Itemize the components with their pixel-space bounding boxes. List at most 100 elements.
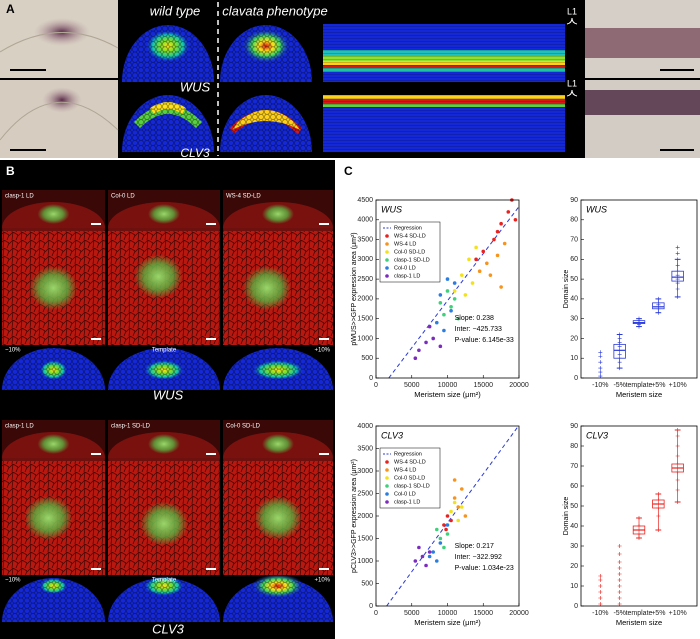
legend-label: clasp-1 LD (394, 273, 420, 279)
x-tick-label: -10% (592, 382, 608, 389)
box (613, 343, 626, 359)
point (598, 366, 603, 371)
legend-swatch (385, 258, 389, 262)
legend-swatch (385, 250, 389, 254)
annotation: P-value: 6.145e-33 (455, 337, 514, 344)
y-tick-label: 40 (570, 523, 578, 530)
point (420, 554, 425, 559)
legend-swatch (385, 492, 389, 496)
y-axis-label: Domain size (563, 497, 570, 536)
y-tick-label: 80 (570, 443, 578, 450)
point (495, 229, 500, 234)
y-tick-label: 3000 (357, 256, 373, 263)
column-label: clasp-1 SD-LD (111, 424, 151, 430)
point (445, 523, 450, 527)
legend-swatch (385, 274, 389, 278)
point (617, 566, 622, 570)
legend-swatch (385, 460, 389, 464)
x-tick-label: +5% (651, 610, 665, 617)
y-tick-label: 30 (570, 316, 578, 323)
point (598, 370, 603, 375)
cell-texture (223, 348, 333, 390)
regression-line (386, 425, 519, 607)
y-tick-label: 3000 (357, 468, 373, 475)
y-tick-label: 0 (369, 603, 373, 610)
y-tick-label: 20 (570, 335, 578, 342)
point (598, 584, 603, 588)
y-axis-label: Domain size (563, 270, 570, 309)
chart-title: WUS (381, 204, 402, 214)
y-tick-label: 4000 (357, 217, 373, 224)
gfp-signal (254, 496, 302, 540)
point (675, 273, 680, 278)
y-tick-label: 10 (570, 355, 578, 362)
legend-label: Col-0 SD-LD (394, 475, 425, 481)
point (617, 572, 622, 576)
model-domes-a (122, 2, 578, 156)
point (598, 374, 603, 379)
legend-label: clasp-1 SD-LD (394, 257, 430, 263)
x-tick-label: 10000 (438, 610, 458, 617)
model-label: −10% (5, 348, 21, 354)
y-tick-label: 0 (369, 375, 373, 382)
chart-title: CLV3 (586, 430, 608, 440)
point (434, 527, 439, 532)
point (452, 289, 457, 293)
point (499, 285, 503, 289)
y-tick-label: 2500 (357, 490, 373, 497)
y-axis-label: pWUS>>GFP expression area (μm²) (351, 232, 358, 345)
gene-label: WUS (180, 79, 211, 94)
gfp-signal (29, 266, 78, 310)
gfp-signal (24, 496, 73, 540)
legend-swatch (385, 242, 389, 246)
y-tick-label: 1500 (357, 535, 373, 542)
y-tick-label: 3500 (357, 236, 373, 243)
x-tick-label: 5000 (404, 610, 420, 617)
cell-texture (2, 578, 105, 622)
x-axis-label: Meristem size (616, 618, 662, 627)
x-tick-label: +5% (651, 382, 665, 389)
point (449, 308, 453, 313)
gene-label: CLV3 (180, 146, 210, 160)
panel-b-images: clasp-1 LD −10% Col-0 LD Template WS-4 SD-LD… (2, 190, 333, 622)
column-label: Col-0 SD-LD (226, 424, 261, 430)
legend-label: Col-0 SD-LD (394, 249, 425, 255)
legend-swatch (385, 266, 389, 270)
x-tick-label: 0 (374, 382, 378, 389)
legend-label: Col-0 LD (394, 491, 416, 497)
gfp-signal (262, 204, 294, 224)
point (598, 578, 603, 582)
y-tick-label: 1000 (357, 335, 373, 342)
point (492, 237, 496, 242)
point (427, 324, 432, 329)
x-tick-label: -5% (613, 610, 625, 617)
cell-texture (223, 578, 333, 622)
point (617, 590, 622, 594)
point (424, 340, 428, 345)
plot-frame (580, 425, 698, 607)
x-tick-label: 20000 (509, 610, 529, 617)
x-tick-label: 5000 (404, 382, 420, 389)
model-label: Template (152, 578, 177, 584)
annotation: Inter: −425.733 (455, 326, 502, 333)
point (445, 277, 450, 281)
charts: 0 5000 10000 15000 2000005001000150020002500… (351, 197, 698, 627)
point (427, 550, 432, 554)
box (652, 302, 665, 310)
point (513, 217, 518, 222)
x-tick-label: -5% (613, 382, 625, 389)
point (675, 251, 680, 256)
y-tick-label: 70 (570, 236, 578, 243)
column-label: clasp-1 LD (5, 194, 34, 200)
column-label: WS-4 SD-LD (226, 194, 261, 200)
x-axis-label: Meristem size (616, 390, 662, 399)
point (474, 257, 478, 262)
plot-frame (375, 199, 520, 379)
point (598, 354, 603, 359)
point (598, 590, 603, 594)
plot-frame (580, 199, 698, 379)
point (460, 505, 464, 509)
y-tick-label: 2000 (357, 513, 373, 520)
